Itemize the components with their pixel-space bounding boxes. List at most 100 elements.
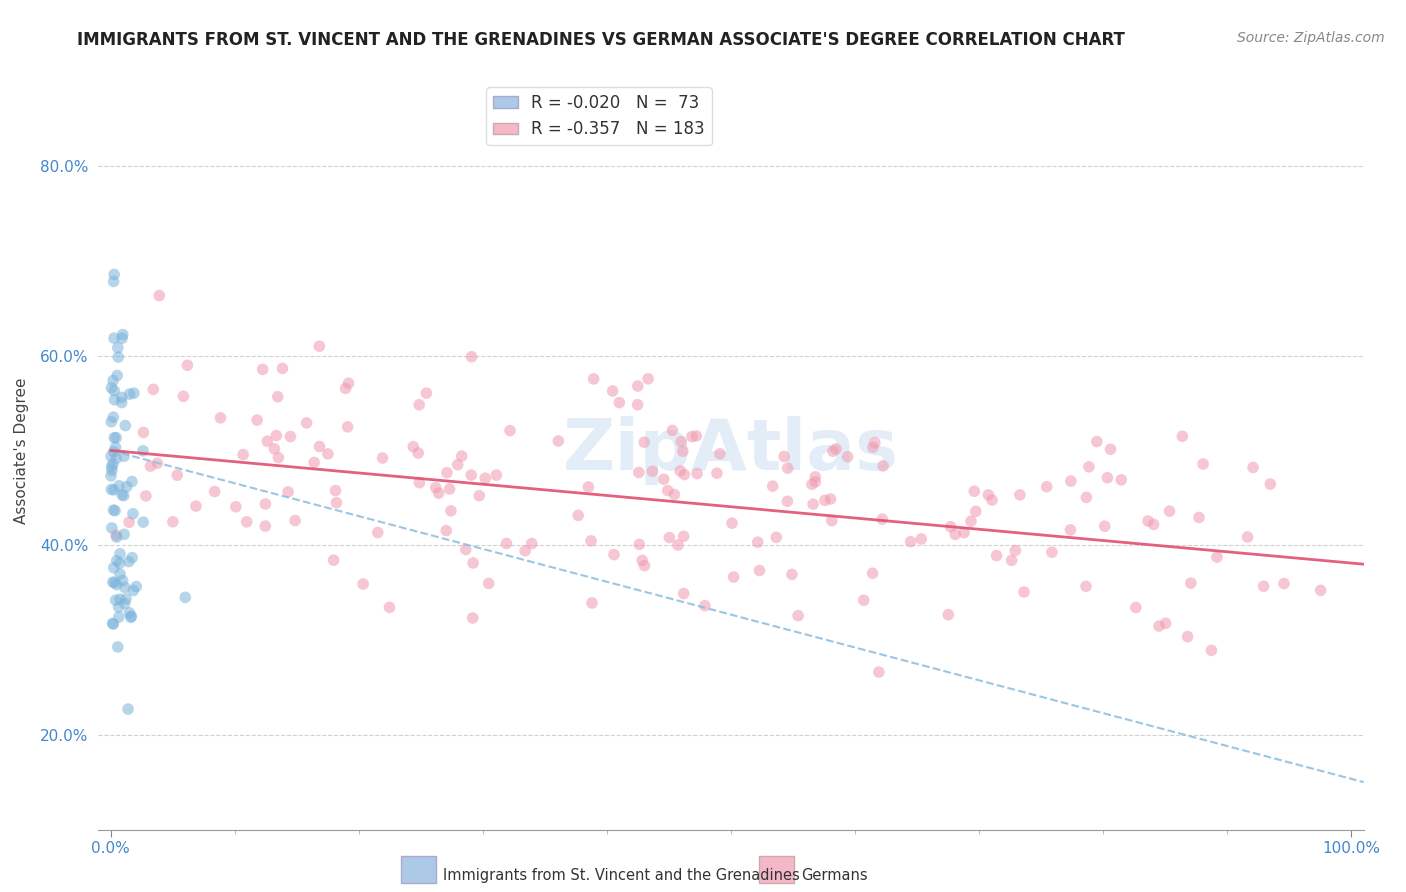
Point bbox=[637, 372, 659, 386]
Point bbox=[325, 483, 347, 498]
Point bbox=[436, 466, 458, 480]
Point bbox=[111, 574, 134, 588]
Point bbox=[681, 429, 703, 443]
Point bbox=[254, 519, 277, 533]
Point bbox=[1085, 434, 1108, 449]
Point bbox=[1154, 616, 1177, 631]
Point bbox=[112, 527, 135, 541]
Point bbox=[1180, 576, 1202, 591]
Point bbox=[602, 384, 624, 398]
Point bbox=[252, 362, 274, 376]
Point bbox=[977, 488, 1000, 502]
Point bbox=[104, 441, 127, 455]
Point bbox=[1241, 460, 1264, 475]
Point bbox=[576, 480, 599, 494]
Point bbox=[101, 463, 124, 477]
Point bbox=[108, 547, 131, 561]
Point bbox=[114, 597, 136, 611]
Point bbox=[267, 450, 290, 465]
Legend: R = -0.020   N =  73, R = -0.357   N = 183: R = -0.020 N = 73, R = -0.357 N = 183 bbox=[486, 87, 711, 145]
Point bbox=[1125, 600, 1147, 615]
Point bbox=[103, 503, 125, 517]
Point bbox=[863, 435, 886, 450]
Point bbox=[118, 515, 141, 529]
Point bbox=[107, 610, 129, 624]
Text: Source: ZipAtlas.com: Source: ZipAtlas.com bbox=[1237, 31, 1385, 45]
Point bbox=[103, 444, 125, 458]
Point bbox=[132, 425, 155, 440]
Point bbox=[337, 376, 360, 391]
Point bbox=[628, 537, 651, 551]
Point bbox=[579, 533, 602, 548]
Point bbox=[114, 581, 136, 595]
Point bbox=[162, 515, 184, 529]
Point bbox=[440, 504, 463, 518]
Point bbox=[460, 350, 482, 364]
Point bbox=[176, 358, 198, 372]
Point bbox=[174, 591, 197, 605]
Point bbox=[986, 549, 1008, 563]
Point bbox=[1040, 545, 1063, 559]
Point bbox=[852, 593, 875, 607]
Point bbox=[235, 515, 257, 529]
Point bbox=[263, 442, 285, 456]
Text: ZipAtlas: ZipAtlas bbox=[564, 416, 898, 485]
Point bbox=[117, 702, 139, 716]
Point bbox=[709, 447, 731, 461]
Point bbox=[108, 592, 131, 607]
Point bbox=[232, 448, 254, 462]
Point bbox=[122, 583, 145, 598]
Point bbox=[103, 575, 125, 590]
Point bbox=[246, 413, 269, 427]
Point bbox=[266, 428, 288, 442]
Point bbox=[280, 429, 302, 443]
Point bbox=[1272, 576, 1295, 591]
Point bbox=[1309, 583, 1331, 598]
Point bbox=[1159, 504, 1181, 518]
Point bbox=[408, 398, 430, 412]
Point bbox=[308, 440, 330, 454]
Point bbox=[872, 512, 894, 526]
Point bbox=[706, 466, 728, 480]
Point bbox=[105, 530, 128, 544]
Point bbox=[135, 489, 157, 503]
Point bbox=[581, 596, 603, 610]
Point bbox=[800, 477, 823, 491]
Point bbox=[1004, 543, 1026, 558]
Point bbox=[103, 410, 125, 425]
Point bbox=[862, 440, 884, 454]
Point bbox=[284, 514, 307, 528]
Point bbox=[103, 560, 125, 574]
Point bbox=[447, 458, 470, 472]
Point bbox=[685, 429, 707, 443]
Point bbox=[267, 390, 290, 404]
Point bbox=[100, 381, 122, 395]
Point bbox=[1253, 579, 1275, 593]
Point bbox=[981, 493, 1004, 508]
Point bbox=[142, 382, 165, 396]
Point bbox=[1094, 519, 1116, 533]
Point bbox=[664, 487, 686, 501]
Point bbox=[607, 395, 630, 409]
Point bbox=[103, 617, 125, 632]
Text: Germans: Germans bbox=[801, 869, 868, 883]
Point bbox=[460, 468, 482, 483]
Point bbox=[125, 580, 148, 594]
Point bbox=[172, 389, 194, 403]
Point bbox=[316, 447, 339, 461]
Point bbox=[1206, 549, 1229, 564]
Point bbox=[672, 529, 695, 543]
Point bbox=[121, 550, 143, 565]
Point bbox=[515, 544, 537, 558]
Point bbox=[322, 553, 344, 567]
Point bbox=[408, 475, 430, 490]
Point bbox=[111, 327, 134, 342]
Point bbox=[965, 504, 987, 518]
Point bbox=[1143, 517, 1166, 532]
Point bbox=[780, 567, 803, 582]
Point bbox=[111, 395, 134, 409]
Point bbox=[108, 479, 131, 493]
Point bbox=[427, 486, 450, 500]
Y-axis label: Associate's Degree: Associate's Degree bbox=[14, 377, 30, 524]
Point bbox=[582, 372, 605, 386]
